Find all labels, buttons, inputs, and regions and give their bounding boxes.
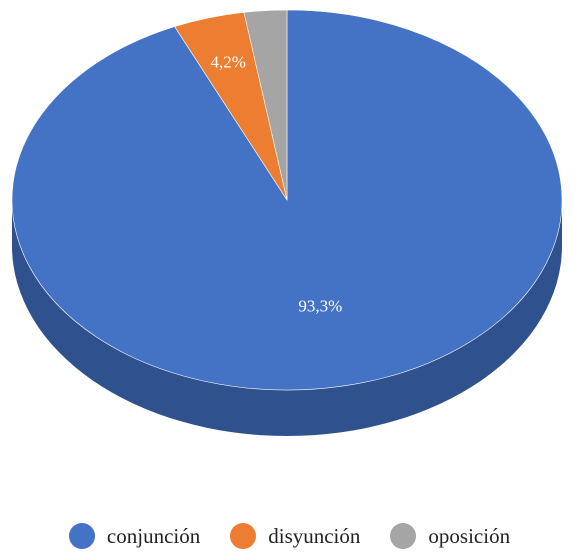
pie-top-slices	[11, 9, 563, 391]
legend-label-disyuncion: disyunción	[268, 523, 361, 548]
legend-item-disyuncion[interactable]: disyunción	[230, 523, 360, 549]
legend-item-conjuncion[interactable]: conjunción	[68, 523, 201, 549]
pie-data-labels: 93,3% 4,2%	[211, 52, 343, 315]
legend-swatch-conjuncion	[68, 523, 95, 549]
legend-swatch-disyuncion	[230, 523, 257, 549]
data-label-conjuncion: 93,3%	[298, 297, 342, 316]
data-label-disyuncion: 4,2%	[211, 52, 246, 71]
legend-swatch-oposicion	[390, 523, 417, 549]
legend-label-oposicion: oposición	[428, 523, 511, 548]
legend-label-conjuncion: conjunción	[106, 523, 201, 548]
pie-depth-sides	[12, 200, 562, 436]
legend-item-oposicion[interactable]: oposición	[390, 523, 510, 549]
pie-slice-oposicion[interactable]	[243, 9, 288, 201]
pie-chart: 93,3% 4,2%	[11, 9, 563, 436]
pie-side-conjuncion	[12, 200, 562, 436]
chart-legend: conjunción disyunción oposición	[0, 520, 579, 552]
